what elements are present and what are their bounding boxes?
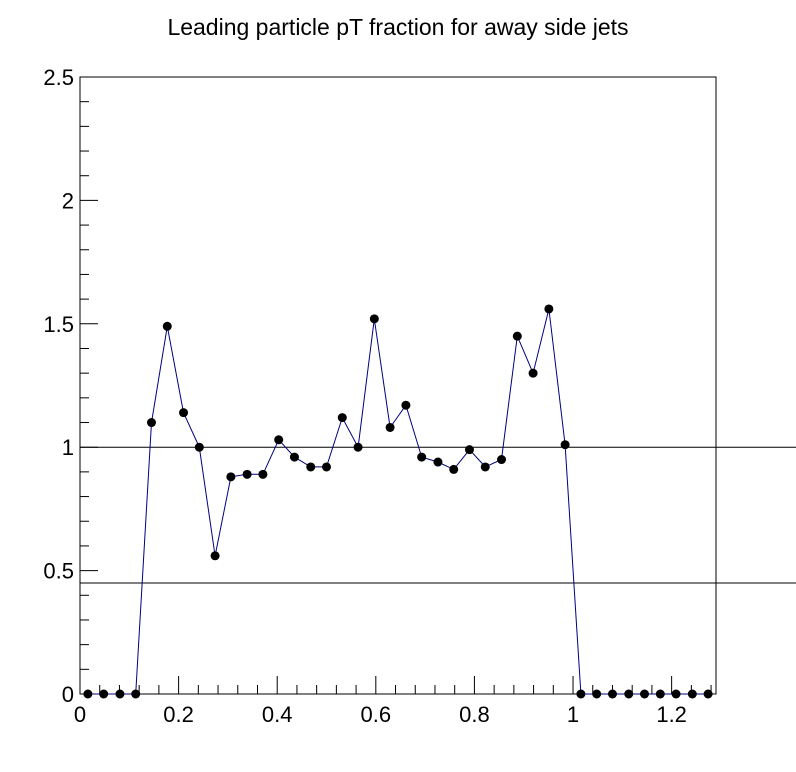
data-point	[322, 462, 332, 472]
y-tick-label: 2	[62, 188, 74, 213]
y-tick-label: 0	[62, 682, 74, 707]
data-point	[115, 689, 125, 699]
data-point	[353, 442, 363, 452]
data-point	[433, 457, 443, 467]
data-point	[210, 551, 220, 561]
data-point	[385, 422, 395, 432]
chart-title: Leading particle pT fraction for away si…	[167, 14, 629, 40]
data-point	[576, 689, 586, 699]
x-tick-label: 1.2	[656, 702, 687, 727]
y-tick-label: 0.5	[43, 559, 74, 584]
data-point	[289, 452, 299, 462]
data-point	[258, 469, 268, 479]
data-point	[512, 331, 522, 341]
data-point	[337, 413, 347, 423]
y-tick-label: 1.5	[43, 312, 74, 337]
data-point	[306, 462, 316, 472]
data-point	[449, 464, 459, 474]
y-tick-label: 1	[62, 435, 74, 460]
x-tick-label: 0.6	[361, 702, 392, 727]
data-point	[464, 445, 474, 455]
data-point	[624, 689, 634, 699]
y-tick-label: 2.5	[43, 65, 74, 90]
data-point	[83, 689, 93, 699]
data-point	[242, 469, 252, 479]
data-point	[703, 689, 713, 699]
data-point	[497, 455, 507, 465]
x-tick-label: 0.8	[459, 702, 490, 727]
plot-frame	[79, 76, 717, 695]
data-point	[671, 689, 681, 699]
data-point	[687, 689, 697, 699]
x-tick-label: 0.4	[262, 702, 293, 727]
data-point	[417, 452, 427, 462]
x-tick-label: 0	[74, 702, 86, 727]
data-point	[274, 435, 284, 445]
data-point	[131, 689, 141, 699]
data-point	[528, 368, 538, 378]
series-line	[87, 308, 709, 695]
data-point	[194, 442, 204, 452]
data-point	[655, 689, 665, 699]
data-point	[544, 304, 554, 314]
data-point	[369, 314, 379, 324]
data-point	[179, 408, 189, 418]
data-point	[162, 321, 172, 331]
data-point	[99, 689, 109, 699]
data-point	[592, 689, 602, 699]
data-point	[607, 689, 617, 699]
data-point	[560, 440, 570, 450]
x-tick-label: 1	[567, 702, 579, 727]
data-point	[480, 462, 490, 472]
x-tick-label: 0.2	[163, 702, 194, 727]
data-point	[226, 472, 236, 482]
data-point	[401, 400, 411, 410]
data-point	[640, 689, 650, 699]
data-point	[146, 418, 156, 428]
